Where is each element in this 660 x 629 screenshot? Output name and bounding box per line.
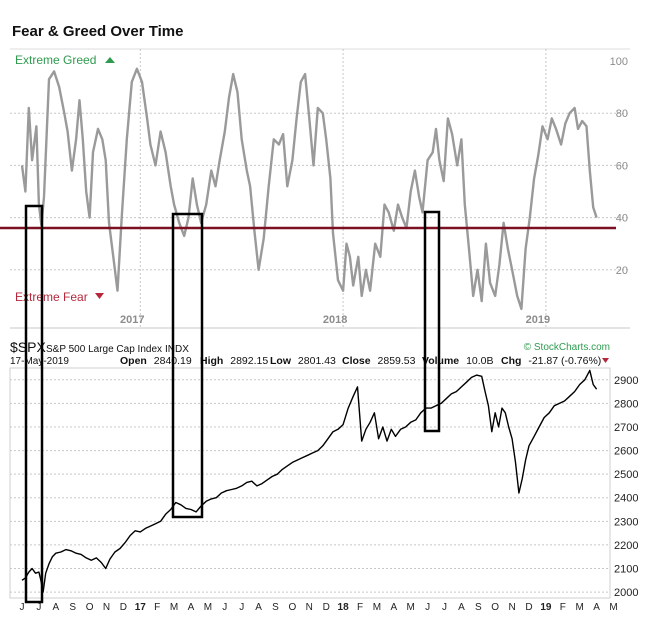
spx-x-tick-label: D xyxy=(120,602,127,613)
spx-series-line xyxy=(21,369,598,593)
spx-y-tick-label: 2700 xyxy=(614,422,638,434)
spx-panel: $SPX S&P 500 Large Cap Index INDX © Stock… xyxy=(9,339,638,613)
spx-x-tick-label: O xyxy=(289,602,297,613)
spx-y-tick-label: 2200 xyxy=(614,540,638,552)
spx-x-tick-label: J xyxy=(442,602,447,613)
spx-x-tick-label: 19 xyxy=(540,602,552,613)
fg-y-tick-labels: 20 40 60 80 100 xyxy=(610,56,628,277)
spx-x-tick-label: F xyxy=(560,602,566,613)
extreme-fear-text: Extreme Fear xyxy=(15,290,88,304)
quote-open-label: Open xyxy=(120,355,147,367)
fg-year-label: 2017 xyxy=(120,314,144,326)
spx-x-tick-label: J xyxy=(222,602,227,613)
spx-x-tick-label: 18 xyxy=(338,602,350,613)
extreme-fear-label: Extreme Fear xyxy=(15,290,104,304)
spx-x-tick-label: A xyxy=(390,602,397,613)
quote-close-value: 2859.53 xyxy=(378,355,416,367)
quote-chg-label: Chg xyxy=(501,355,521,367)
spx-x-tick-label: S xyxy=(69,602,76,613)
spx-x-tick-label: J xyxy=(20,602,25,613)
quote-close-label: Close xyxy=(342,355,371,367)
spx-x-tick-label: A xyxy=(255,602,262,613)
fg-y-tick-label: 20 xyxy=(616,265,628,277)
quote-high-value: 2892.15 xyxy=(230,355,268,367)
spx-x-tick-label: S xyxy=(475,602,482,613)
spx-gridlines xyxy=(10,379,610,593)
spx-y-tick-labels: 2000 2100 2200 2300 2400 2500 2600 2700 2800 2900 xyxy=(614,375,638,599)
spx-x-tick-label: N xyxy=(103,602,110,613)
spx-description: S&P 500 Large Cap Index INDX xyxy=(46,344,189,355)
spx-x-tick-label: M xyxy=(204,602,212,613)
quote-low-label: Low xyxy=(270,355,292,367)
spx-x-tick-label: N xyxy=(306,602,313,613)
spx-exchange: INDX xyxy=(165,344,189,355)
highlight-box-1 xyxy=(24,204,44,604)
fg-y-tick-label: 80 xyxy=(616,108,628,120)
spx-x-tick-label: D xyxy=(525,602,532,613)
spx-x-tick-label: M xyxy=(609,602,617,613)
fg-series-line xyxy=(20,67,598,311)
spx-x-tick-label: A xyxy=(52,602,59,613)
spx-x-tick-label: M xyxy=(407,602,415,613)
fg-year-label: 2019 xyxy=(526,314,550,326)
spx-x-tick-label: 17 xyxy=(135,602,147,613)
spx-x-tick-label: D xyxy=(323,602,330,613)
spx-x-tick-label: A xyxy=(458,602,465,613)
spx-y-tick-label: 2500 xyxy=(614,469,638,481)
triangle-up-icon xyxy=(105,57,115,63)
fg-y-tick-label: 40 xyxy=(616,213,628,225)
extreme-greed-text: Extreme Greed xyxy=(15,53,96,67)
spx-y-tick-label: 2800 xyxy=(614,398,638,410)
spx-x-tick-label: J xyxy=(425,602,430,613)
spx-watermark: © StockCharts.com xyxy=(524,342,610,353)
spx-y-tick-label: 2000 xyxy=(614,587,638,599)
spx-x-tick-label: J xyxy=(239,602,244,613)
spx-x-tick-label: O xyxy=(491,602,499,613)
spx-x-tick-label: M xyxy=(373,602,381,613)
quote-low-value: 2801.43 xyxy=(298,355,336,367)
fg-y-tick-label: 60 xyxy=(616,160,628,172)
spx-x-tick-labels: J J A S O N D 17 F M A M J J A S O N D 18 F M A M J J A S O N D 19 F M A M xyxy=(20,602,618,613)
quote-high-label: High xyxy=(200,355,223,367)
spx-x-tick-label: F xyxy=(154,602,160,613)
spx-plot-frame xyxy=(9,367,611,599)
fg-year-label: 2018 xyxy=(323,314,347,326)
quote-volume-value: 10.0B xyxy=(466,355,493,367)
fg-year-labels: 2017 2018 2019 xyxy=(120,49,550,328)
triangle-down-icon xyxy=(95,293,104,299)
quote-chg-value: -21.87 (-0.76%) xyxy=(528,355,601,367)
fg-gridlines xyxy=(10,112,630,271)
spx-x-tick-label: F xyxy=(357,602,363,613)
spx-y-tick-label: 2900 xyxy=(614,375,638,387)
quote-volume-label: Volume xyxy=(422,355,459,367)
spx-y-tick-label: 2300 xyxy=(614,516,638,528)
fear-greed-panel: 20 40 60 80 100 2017 2018 2019 Extreme Greed E… xyxy=(10,48,630,329)
spx-x-tick-label: N xyxy=(508,602,515,613)
page-title: Fear & Greed Over Time xyxy=(12,23,183,40)
spx-x-tick-label: M xyxy=(576,602,584,613)
spx-x-tick-label: J xyxy=(36,602,41,613)
extreme-greed-label: Extreme Greed xyxy=(15,53,115,67)
spx-quote-line: Open 2840.19 High 2892.15 Low 2801.43 Cl… xyxy=(120,355,601,367)
fg-y-tick-label: 100 xyxy=(610,56,628,68)
spx-x-tick-label: M xyxy=(170,602,178,613)
spx-symbol: $SPX xyxy=(10,339,46,355)
highlight-box-3 xyxy=(423,210,441,433)
spx-x-tick-label: A xyxy=(188,602,195,613)
highlight-boxes xyxy=(24,204,441,604)
spx-y-tick-label: 2100 xyxy=(614,564,638,576)
spx-x-tick-label: S xyxy=(272,602,279,613)
spx-y-tick-label: 2600 xyxy=(614,446,638,458)
spx-x-tick-label: O xyxy=(86,602,94,613)
spx-x-tick-label: A xyxy=(593,602,600,613)
spx-description-name: S&P 500 Large Cap Index xyxy=(46,344,162,355)
spx-date: 17-May-2019 xyxy=(10,356,69,367)
triangle-down-icon xyxy=(602,358,609,363)
highlight-box-2 xyxy=(171,212,204,519)
spx-y-tick-label: 2400 xyxy=(614,493,638,505)
